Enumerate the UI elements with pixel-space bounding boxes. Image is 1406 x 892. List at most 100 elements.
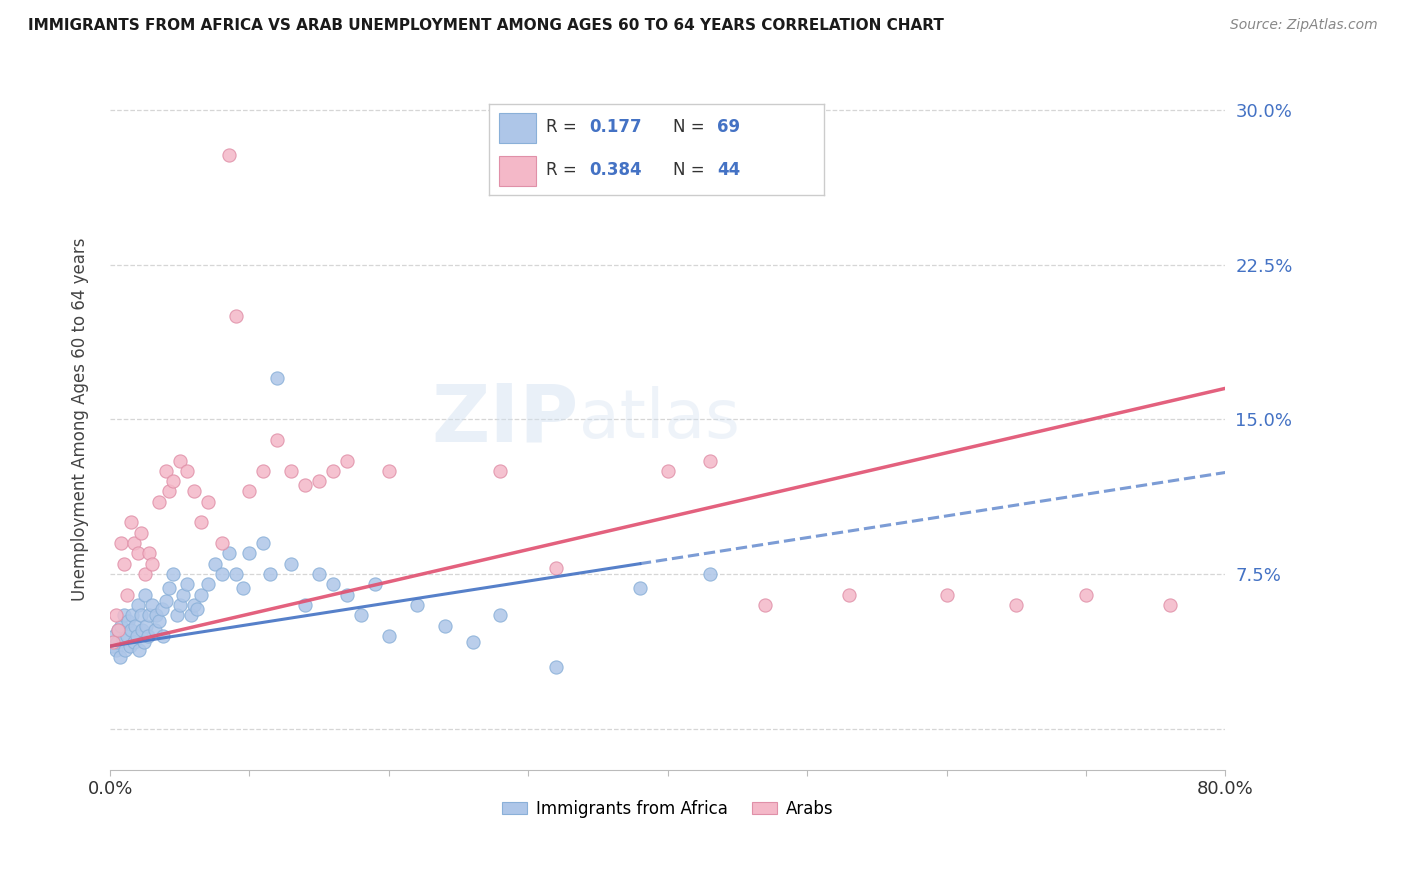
Point	[129, 525, 152, 540]
Point	[280, 464, 302, 478]
Point	[838, 588, 860, 602]
Point	[162, 474, 184, 488]
Point	[101, 635, 124, 649]
Point	[110, 536, 132, 550]
Point	[141, 557, 163, 571]
Point	[1005, 598, 1028, 612]
Point	[322, 577, 344, 591]
Point	[138, 546, 160, 560]
Point	[754, 598, 776, 612]
Point	[138, 608, 160, 623]
Point	[489, 464, 512, 478]
Point	[259, 566, 281, 581]
Point	[218, 148, 240, 162]
Text: IMMIGRANTS FROM AFRICA VS ARAB UNEMPLOYMENT AMONG AGES 60 TO 64 YEARS CORRELATIO: IMMIGRANTS FROM AFRICA VS ARAB UNEMPLOYM…	[28, 18, 943, 33]
Point	[121, 608, 143, 623]
Point	[111, 633, 134, 648]
Point	[157, 484, 180, 499]
Point	[180, 608, 202, 623]
Point	[489, 608, 512, 623]
Point	[231, 582, 253, 596]
Point	[155, 594, 177, 608]
Point	[546, 660, 568, 674]
Point	[143, 623, 166, 637]
Point	[108, 649, 131, 664]
Point	[294, 478, 316, 492]
Point	[190, 588, 212, 602]
Point	[110, 618, 132, 632]
Point	[166, 608, 188, 623]
Point	[107, 623, 129, 637]
Point	[190, 516, 212, 530]
Point	[546, 561, 568, 575]
Text: Source: ZipAtlas.com: Source: ZipAtlas.com	[1230, 18, 1378, 32]
Point	[252, 464, 274, 478]
Point	[129, 608, 152, 623]
Point	[117, 615, 139, 629]
Point	[183, 598, 205, 612]
Point	[114, 643, 136, 657]
Point	[266, 371, 288, 385]
Point	[145, 608, 167, 623]
Point	[115, 588, 138, 602]
Point	[308, 566, 330, 581]
Text: ZIP: ZIP	[432, 380, 578, 458]
Point	[125, 629, 148, 643]
Point	[152, 629, 174, 643]
Point	[155, 464, 177, 478]
Point	[176, 577, 198, 591]
Point	[628, 582, 651, 596]
Point	[103, 629, 125, 643]
Point	[657, 464, 679, 478]
Point	[104, 608, 127, 623]
Point	[127, 598, 149, 612]
Point	[120, 516, 142, 530]
Point	[699, 453, 721, 467]
Point	[136, 629, 159, 643]
Point	[336, 588, 359, 602]
Point	[935, 588, 957, 602]
Point	[131, 623, 153, 637]
Point	[169, 453, 191, 467]
Point	[127, 546, 149, 560]
Point	[294, 598, 316, 612]
Point	[101, 639, 124, 653]
Point	[162, 566, 184, 581]
Point	[336, 453, 359, 467]
Point	[135, 618, 157, 632]
Point	[322, 464, 344, 478]
Point	[134, 566, 156, 581]
Point	[120, 623, 142, 637]
Point	[218, 546, 240, 560]
Point	[225, 566, 247, 581]
Point	[183, 484, 205, 499]
Point	[104, 643, 127, 657]
Point	[157, 582, 180, 596]
Point	[169, 598, 191, 612]
Point	[405, 598, 427, 612]
Point	[176, 464, 198, 478]
Point	[699, 566, 721, 581]
Point	[122, 536, 145, 550]
Point	[1159, 598, 1181, 612]
Point	[308, 474, 330, 488]
Point	[211, 536, 233, 550]
Point	[128, 643, 150, 657]
Text: atlas: atlas	[578, 386, 740, 452]
Point	[134, 588, 156, 602]
Point	[122, 635, 145, 649]
Point	[204, 557, 226, 571]
Point	[115, 629, 138, 643]
Point	[225, 309, 247, 323]
Point	[378, 629, 401, 643]
Point	[378, 464, 401, 478]
Point	[238, 546, 260, 560]
Point	[148, 615, 170, 629]
Point	[1074, 588, 1097, 602]
Point	[107, 623, 129, 637]
Y-axis label: Unemployment Among Ages 60 to 64 years: Unemployment Among Ages 60 to 64 years	[72, 237, 89, 601]
Point	[350, 608, 373, 623]
Point	[112, 608, 135, 623]
Point	[186, 602, 208, 616]
Point	[252, 536, 274, 550]
